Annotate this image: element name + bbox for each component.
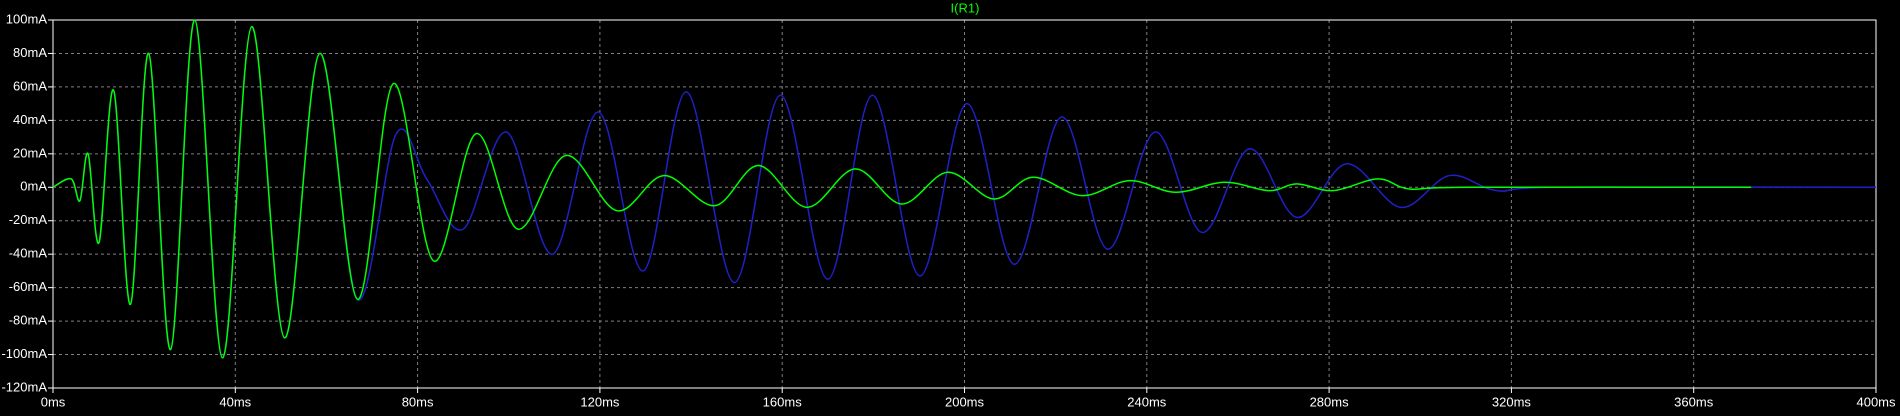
y-tick-label: -60mA bbox=[9, 279, 48, 294]
x-tick-label: 360ms bbox=[1674, 394, 1714, 409]
y-tick-label: 80mA bbox=[13, 45, 47, 60]
x-tick-label: 40ms bbox=[219, 394, 251, 409]
chart-title: I(R1) bbox=[951, 0, 980, 15]
y-tick-label: 40mA bbox=[13, 112, 47, 127]
x-tick-label: 80ms bbox=[402, 394, 434, 409]
x-tick-label: 320ms bbox=[1492, 394, 1532, 409]
series-line bbox=[52, 19, 1752, 359]
y-tick-label: 0mA bbox=[20, 179, 47, 194]
x-tick-label: 240ms bbox=[1127, 394, 1167, 409]
y-tick-label: -80mA bbox=[9, 313, 48, 328]
y-tick-label: 20mA bbox=[13, 145, 47, 160]
y-tick-label: -20mA bbox=[9, 212, 48, 227]
x-tick-label: 280ms bbox=[1310, 394, 1350, 409]
y-tick-label: -100mA bbox=[1, 346, 47, 361]
plot-frame bbox=[52, 19, 1877, 389]
y-tick-label: -40mA bbox=[9, 246, 48, 261]
x-tick-label: 400ms bbox=[1856, 394, 1896, 409]
x-tick-label: 200ms bbox=[945, 394, 985, 409]
y-tick-label: -120mA bbox=[1, 379, 47, 394]
y-tick-label: 100mA bbox=[6, 11, 48, 26]
x-tick-label: 120ms bbox=[580, 394, 620, 409]
x-tick-label: 160ms bbox=[763, 394, 803, 409]
x-tick-label: 0ms bbox=[41, 394, 66, 409]
y-tick-label: 60mA bbox=[13, 78, 47, 93]
